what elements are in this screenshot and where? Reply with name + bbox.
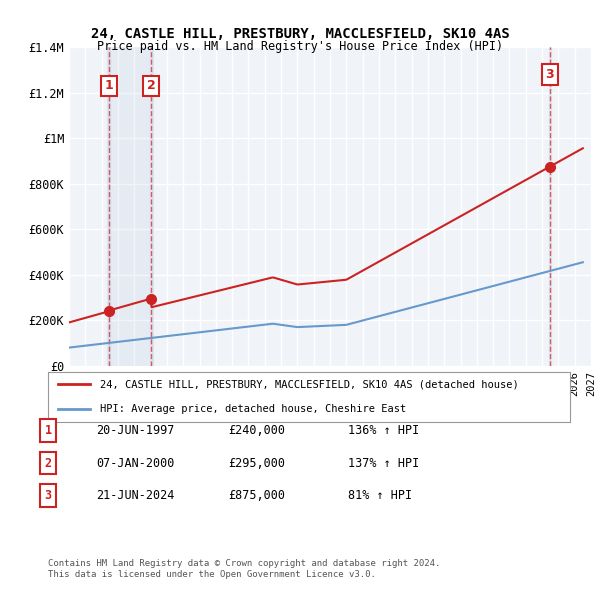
Text: 136% ↑ HPI: 136% ↑ HPI bbox=[348, 424, 419, 437]
Text: 1: 1 bbox=[44, 424, 52, 437]
Text: £240,000: £240,000 bbox=[228, 424, 285, 437]
Text: 24, CASTLE HILL, PRESTBURY, MACCLESFIELD, SK10 4AS (detached house): 24, CASTLE HILL, PRESTBURY, MACCLESFIELD… bbox=[100, 379, 519, 389]
Text: 2: 2 bbox=[44, 457, 52, 470]
Bar bbox=[109, 47, 110, 366]
Text: £875,000: £875,000 bbox=[228, 489, 285, 502]
Text: 07-JAN-2000: 07-JAN-2000 bbox=[96, 457, 175, 470]
Text: HPI: Average price, detached house, Cheshire East: HPI: Average price, detached house, Ches… bbox=[100, 404, 406, 414]
Text: 137% ↑ HPI: 137% ↑ HPI bbox=[348, 457, 419, 470]
Text: Price paid vs. HM Land Registry's House Price Index (HPI): Price paid vs. HM Land Registry's House … bbox=[97, 40, 503, 53]
Text: 21-JUN-2024: 21-JUN-2024 bbox=[96, 489, 175, 502]
Text: Contains HM Land Registry data © Crown copyright and database right 2024.: Contains HM Land Registry data © Crown c… bbox=[48, 559, 440, 568]
Text: This data is licensed under the Open Government Licence v3.0.: This data is licensed under the Open Gov… bbox=[48, 571, 376, 579]
Text: 1: 1 bbox=[105, 80, 113, 93]
Text: 24, CASTLE HILL, PRESTBURY, MACCLESFIELD, SK10 4AS: 24, CASTLE HILL, PRESTBURY, MACCLESFIELD… bbox=[91, 27, 509, 41]
Text: 20-JUN-1997: 20-JUN-1997 bbox=[96, 424, 175, 437]
Text: £295,000: £295,000 bbox=[228, 457, 285, 470]
Text: 2: 2 bbox=[146, 80, 155, 93]
Bar bbox=[107, 47, 153, 366]
Text: 81% ↑ HPI: 81% ↑ HPI bbox=[348, 489, 412, 502]
Bar bbox=[150, 47, 152, 366]
Text: 3: 3 bbox=[545, 68, 554, 81]
Text: 3: 3 bbox=[44, 489, 52, 502]
Bar bbox=[549, 47, 551, 366]
